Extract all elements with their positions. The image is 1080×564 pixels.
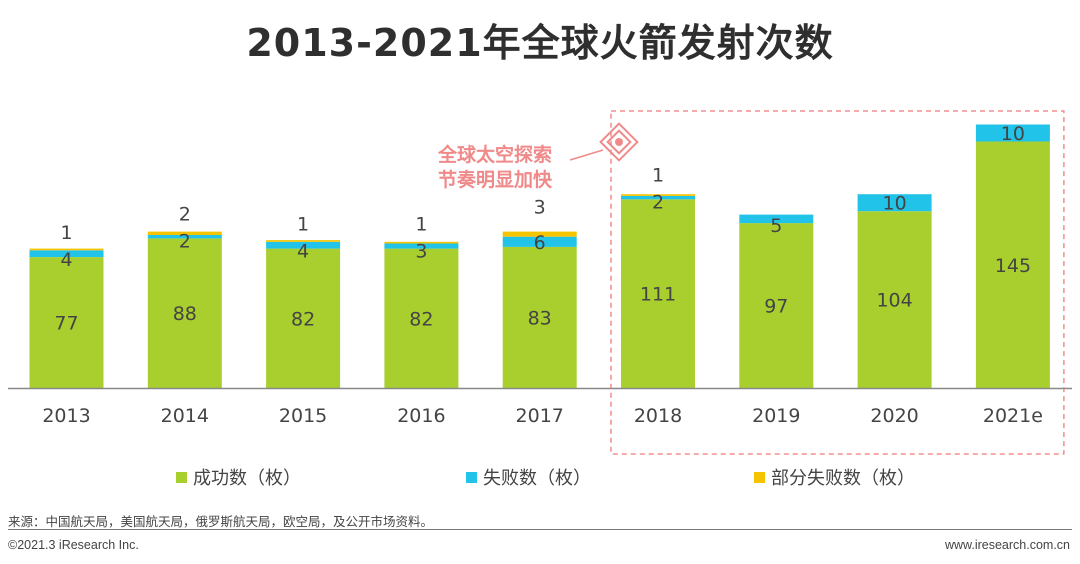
- data-label-success: 82: [291, 308, 315, 330]
- data-label-partial: 2: [179, 203, 191, 225]
- legend-item-success: 成功数（枚）: [176, 464, 301, 490]
- data-label-success: 77: [54, 313, 78, 335]
- data-label-failure: 2: [652, 191, 664, 213]
- bar-failure: [147, 235, 222, 239]
- bar-failure: [739, 214, 814, 224]
- bar-failure: [621, 195, 695, 200]
- bar-partial-failure: [621, 194, 695, 196]
- bar-partial-failure: [29, 248, 104, 251]
- data-label-failure: 3: [415, 241, 427, 263]
- bar-success: [384, 248, 459, 388]
- bar-partial-failure: [147, 231, 222, 235]
- x-tick-label: 2017: [516, 405, 564, 427]
- data-label-success: 83: [528, 307, 552, 329]
- data-label-success: 82: [409, 308, 433, 330]
- legend-swatch-failure: [466, 471, 477, 483]
- bar-success: [502, 246, 577, 388]
- bar-partial-failure: [266, 240, 341, 242]
- bar-success: [266, 248, 341, 388]
- bars-group: 77 4 1 88 2 2 82 4 1 82 3 1 83 6 3 111 2 1 97 5 104 10 145 10: [29, 123, 1050, 388]
- data-label-failure: 6: [534, 232, 546, 254]
- x-tick-label: 2014: [161, 405, 209, 427]
- legend-item-partial: 部分失败数（枚）: [754, 464, 915, 490]
- copyright-text: ©2021.3 iResearch Inc.: [8, 538, 139, 552]
- website-link[interactable]: www.iresearch.com.cn: [944, 538, 1070, 552]
- legend-item-failure: 失败数（枚）: [466, 464, 591, 490]
- data-label-failure: 10: [883, 193, 907, 215]
- legend-label-partial: 部分失败数（枚）: [771, 468, 915, 489]
- bar-failure: [266, 241, 341, 249]
- bar-failure: [857, 194, 932, 212]
- target-icon: [599, 122, 639, 162]
- bar-success: [147, 238, 222, 388]
- callout-pointer: [569, 149, 604, 161]
- x-tick-label: 2018: [634, 405, 682, 427]
- bar-failure: [384, 243, 459, 249]
- data-label-partial: 1: [297, 214, 309, 236]
- data-label-partial: 3: [534, 197, 546, 219]
- x-tick-label: 2016: [397, 405, 445, 427]
- data-label-partial: 1: [415, 214, 427, 236]
- bar-partial-failure: [384, 241, 459, 244]
- source-note: 来源：中国航天局，美国航天局，俄罗斯航天局，欧空局，及公开市场资料。: [8, 514, 434, 529]
- callout-line-1: 全球太空探索: [437, 144, 552, 166]
- legend-label-success: 成功数（枚）: [193, 468, 301, 489]
- bar-success: [975, 141, 1050, 388]
- x-tick-label: 2021e: [983, 405, 1043, 427]
- x-tick-label: 2019: [752, 405, 800, 427]
- bar-failure: [29, 250, 104, 258]
- x-tick-label: 2015: [279, 405, 327, 427]
- callout-text: 全球太空探索 节奏明显加快: [420, 143, 570, 193]
- data-label-success: 145: [995, 255, 1031, 277]
- data-label-failure: 4: [60, 249, 72, 271]
- bar-failure: [975, 124, 1050, 142]
- data-label-failure: 10: [1001, 123, 1025, 145]
- callout-line-2: 节奏明显加快: [437, 169, 552, 191]
- data-label-partial: 1: [652, 164, 664, 186]
- bar-success: [621, 199, 695, 388]
- data-label-failure: 5: [770, 215, 782, 237]
- data-label-failure: 4: [297, 241, 309, 263]
- x-tick-label: 2013: [42, 405, 90, 427]
- bar-success: [857, 211, 932, 388]
- x-tick-label: 2020: [870, 405, 918, 427]
- data-label-success: 104: [876, 290, 912, 312]
- bar-failure: [502, 236, 577, 247]
- bar-success: [29, 257, 104, 388]
- data-label-partial: 1: [60, 222, 72, 244]
- data-label-success: 111: [640, 284, 676, 306]
- highlight-box: [610, 110, 1065, 455]
- bar-success: [739, 223, 814, 388]
- data-label-failure: 2: [179, 230, 191, 252]
- data-label-success: 88: [173, 303, 197, 325]
- bar-partial-failure: [502, 231, 577, 237]
- legend-swatch-partial: [754, 471, 765, 483]
- x-tick-labels: 2013 2014 2015 2016 2017 2018 2019 2020 2021e: [42, 405, 1043, 427]
- stacked-bar-chart: 77 4 1 88 2 2 82 4 1 82 3 1 83 6 3 111 2 1 97 5 104 10 145 10 2…: [8, 110, 1072, 455]
- data-label-success: 97: [764, 296, 788, 318]
- footer-divider: [8, 529, 1072, 530]
- legend-label-failure: 失败数（枚）: [483, 468, 591, 489]
- legend-swatch-success: [176, 471, 187, 483]
- chart-title: 2013-2021年全球火箭发射次数: [246, 21, 834, 65]
